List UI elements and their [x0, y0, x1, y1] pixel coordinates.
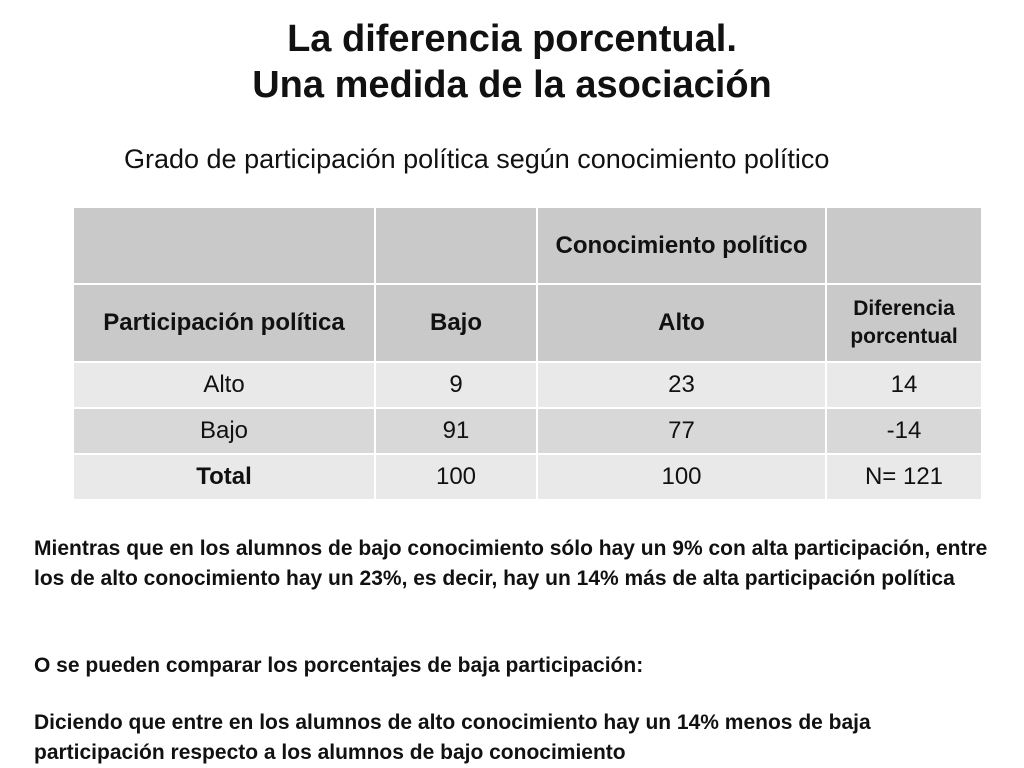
cell-sample-size: N= 121 — [825, 453, 983, 501]
empty-header-cell — [825, 206, 983, 285]
header-participacion: Participación política — [72, 283, 376, 363]
cell-bajo: 9 — [374, 361, 538, 409]
cell-bajo: 91 — [374, 407, 538, 455]
row-label-total: Total — [72, 453, 376, 501]
header-bajo: Bajo — [374, 283, 538, 363]
column-header-row: Participación política Bajo Alto Diferen… — [72, 283, 983, 363]
cell-alto: 23 — [536, 361, 827, 409]
table-row: Alto 9 23 14 — [72, 361, 983, 409]
title-line-2: Una medida de la asociación — [252, 64, 772, 106]
row-label: Bajo — [72, 407, 376, 455]
explanation-paragraph-3: Diciendo que entre en los alumnos de alt… — [34, 711, 871, 764]
cell-diferencia: -14 — [825, 407, 983, 455]
explanation-paragraph-2: O se pueden comparar los porcentajes de … — [34, 654, 644, 677]
empty-header-cell — [374, 206, 538, 285]
table-caption: Grado de participación política según co… — [124, 144, 830, 174]
cell-alto: 100 — [536, 453, 827, 501]
crosstab-table: Conocimiento político Participación polí… — [72, 206, 983, 501]
header-alto: Alto — [536, 283, 827, 363]
empty-header-cell — [72, 206, 376, 285]
cell-bajo: 100 — [374, 453, 538, 501]
group-header-row: Conocimiento político — [72, 206, 983, 285]
cell-diferencia: 14 — [825, 361, 983, 409]
table-row: Bajo 91 77 -14 — [72, 407, 983, 455]
page-title: La diferencia porcentual. Una medida de … — [0, 16, 1024, 108]
explanation-paragraph-1: Mientras que en los alumnos de bajo cono… — [34, 537, 988, 590]
title-line-1: La diferencia porcentual. — [287, 18, 737, 60]
cell-alto: 77 — [536, 407, 827, 455]
header-diferencia: Diferencia porcentual — [825, 283, 983, 363]
total-row: Total 100 100 N= 121 — [72, 453, 983, 501]
row-label: Alto — [72, 361, 376, 409]
group-header-conocimiento: Conocimiento político — [536, 206, 827, 285]
